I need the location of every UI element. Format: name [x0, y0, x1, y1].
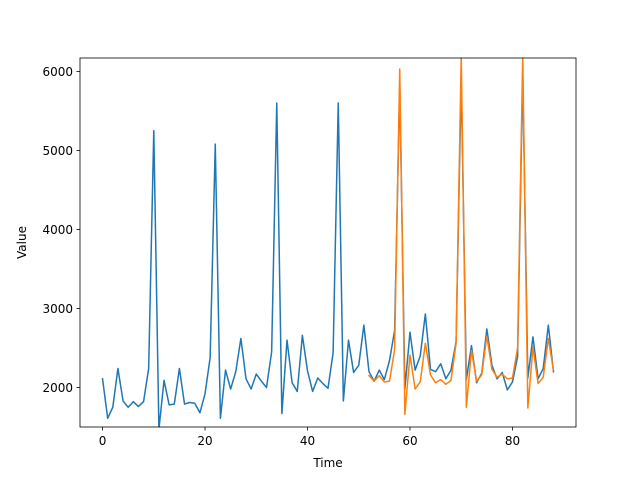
plot-frame: [79, 57, 577, 428]
plot-area: [79, 57, 577, 428]
series-line-2: [367, 58, 555, 416]
y-axis: 2000 3000 4000 5000 6000: [42, 65, 80, 395]
x-axis: 0 20 40 60 80: [99, 427, 520, 448]
y-tick-label: 5000: [42, 144, 73, 158]
y-tick-label: 2000: [42, 381, 73, 395]
x-tick-label: 20: [197, 434, 212, 448]
x-tick-label: 60: [402, 434, 417, 448]
x-tick-label: 80: [505, 434, 520, 448]
plot-background: [80, 58, 576, 427]
y-axis-title: Value: [15, 226, 29, 259]
x-axis-title: Time: [312, 456, 342, 470]
y-tick-label: 3000: [42, 302, 73, 316]
series-layer: [101, 58, 555, 427]
x-tick-label: 40: [300, 434, 315, 448]
y-tick-label: 4000: [42, 223, 73, 237]
y-tick-label: 6000: [42, 65, 73, 79]
x-tick-label: 0: [99, 434, 107, 448]
